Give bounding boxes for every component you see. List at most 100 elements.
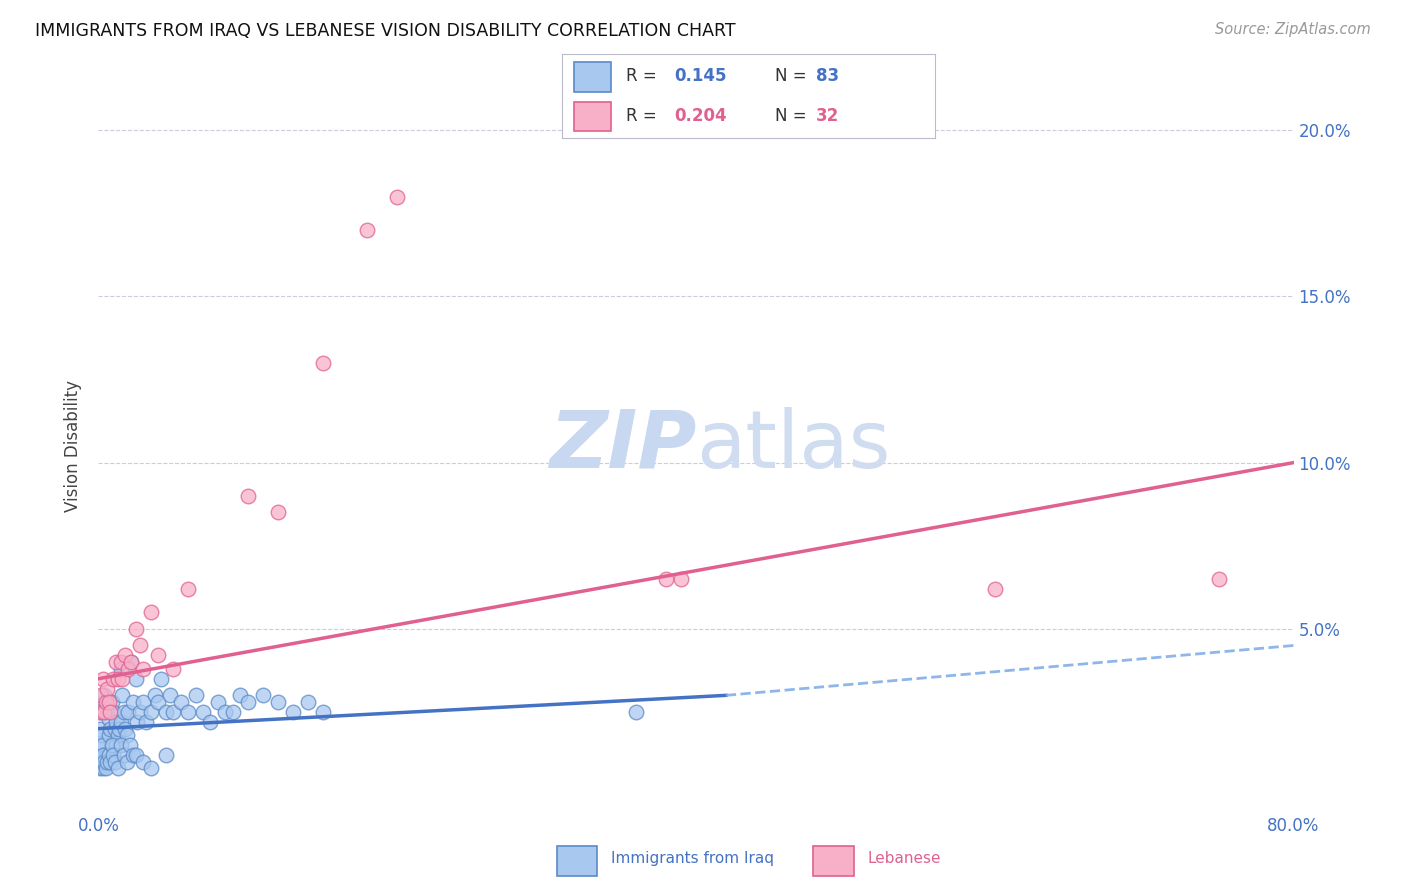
FancyBboxPatch shape <box>574 62 610 92</box>
Point <box>184 689 207 703</box>
Point <box>125 622 148 636</box>
Point <box>148 648 170 663</box>
Point <box>121 695 143 709</box>
Point <box>207 695 229 709</box>
Point <box>110 662 132 676</box>
Text: N =: N = <box>775 68 811 86</box>
Point <box>90 689 112 703</box>
Point <box>104 755 127 769</box>
Point <box>89 705 111 719</box>
Point <box>100 722 122 736</box>
FancyBboxPatch shape <box>813 847 853 876</box>
Point <box>90 755 112 769</box>
Point <box>150 672 173 686</box>
Y-axis label: Vision Disability: Vision Disability <box>65 380 83 512</box>
Point <box>105 714 128 729</box>
FancyBboxPatch shape <box>557 847 598 876</box>
Point <box>101 695 124 709</box>
Point <box>97 748 120 763</box>
Point <box>139 605 162 619</box>
Point <box>103 672 125 686</box>
Point <box>101 738 124 752</box>
Point <box>148 695 170 709</box>
Point <box>94 755 117 769</box>
Point <box>94 762 117 776</box>
Point <box>297 695 319 709</box>
Point <box>90 695 112 709</box>
Point <box>385 189 409 203</box>
Point <box>236 489 259 503</box>
Point <box>100 755 122 769</box>
Text: Source: ZipAtlas.com: Source: ZipAtlas.com <box>1215 22 1371 37</box>
Point <box>103 738 125 752</box>
Point <box>89 705 111 719</box>
Point <box>111 672 134 686</box>
Point <box>115 755 138 769</box>
Point <box>626 705 648 719</box>
Point <box>110 655 132 669</box>
Text: N =: N = <box>775 107 811 125</box>
Point <box>311 356 333 370</box>
Point <box>96 755 118 769</box>
Point <box>107 762 129 776</box>
Point <box>96 681 118 696</box>
Text: R =: R = <box>626 107 662 125</box>
Text: 0.204: 0.204 <box>675 107 727 125</box>
Point <box>311 705 333 719</box>
Point <box>94 695 117 709</box>
Point <box>132 755 155 769</box>
Point <box>159 689 181 703</box>
Point <box>112 748 135 763</box>
Point <box>191 705 214 719</box>
Point <box>96 748 118 763</box>
Point <box>229 689 252 703</box>
Point <box>252 689 274 703</box>
Point <box>100 705 122 719</box>
Point <box>267 506 290 520</box>
Point <box>103 748 125 763</box>
Text: Lebanese: Lebanese <box>868 851 941 866</box>
Point <box>94 698 117 713</box>
Point <box>139 705 162 719</box>
Point <box>214 705 236 719</box>
Point <box>115 728 138 742</box>
Point <box>93 705 115 719</box>
Point <box>97 695 120 709</box>
Point <box>89 738 111 752</box>
Point <box>1208 572 1230 586</box>
Point <box>114 722 136 736</box>
Point <box>104 722 127 736</box>
Point <box>93 689 115 703</box>
Point <box>236 695 259 709</box>
Point <box>143 689 166 703</box>
Point <box>125 748 148 763</box>
Point <box>89 762 111 776</box>
Point <box>103 705 125 719</box>
Point <box>177 582 200 596</box>
FancyBboxPatch shape <box>574 102 610 131</box>
Point <box>155 748 177 763</box>
Point <box>127 714 149 729</box>
Point <box>110 738 132 752</box>
Point <box>655 572 678 586</box>
Point <box>105 655 128 669</box>
Point <box>93 748 115 763</box>
Text: ZIP: ZIP <box>548 407 696 485</box>
Point <box>112 705 135 719</box>
Point <box>177 705 200 719</box>
Point <box>91 705 114 719</box>
Point <box>105 738 128 752</box>
Point <box>120 655 142 669</box>
Point <box>107 672 129 686</box>
Point <box>135 714 157 729</box>
Point <box>281 705 304 719</box>
Point <box>117 662 139 676</box>
Point <box>669 572 692 586</box>
Point <box>111 689 134 703</box>
Point <box>129 639 152 653</box>
Point <box>169 695 191 709</box>
Point <box>162 662 184 676</box>
Point <box>267 695 290 709</box>
Point <box>984 582 1007 596</box>
Point <box>91 762 114 776</box>
